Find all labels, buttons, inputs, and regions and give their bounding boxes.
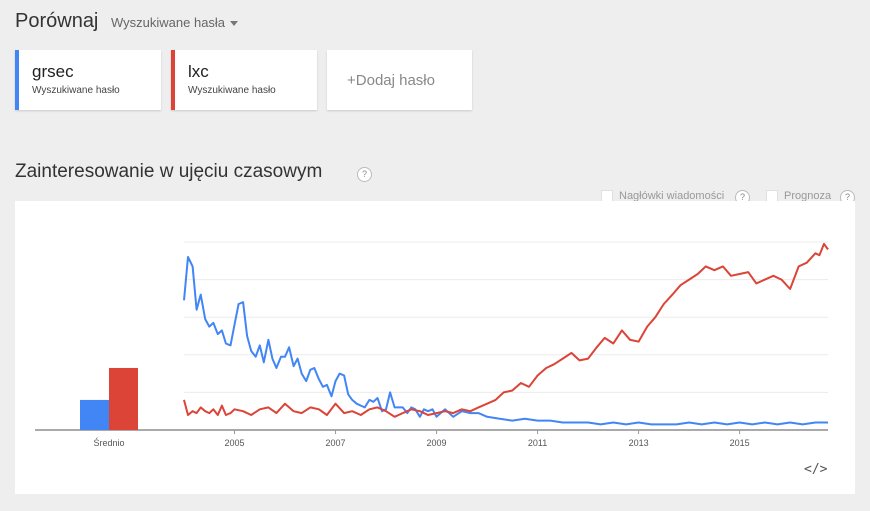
series-line-grsec bbox=[183, 256, 828, 426]
term-card-grsec[interactable]: grsec Wyszukiwane hasło bbox=[15, 50, 161, 110]
term-name[interactable]: grsec bbox=[32, 62, 74, 81]
plus-icon: + bbox=[347, 72, 356, 89]
headlines-option[interactable]: Nagłówki wiadomości bbox=[601, 190, 725, 203]
search-type-label: Wyszukiwane hasła bbox=[111, 15, 226, 30]
x-tick-label: 2009 bbox=[427, 438, 447, 448]
section-title: Zainteresowanie w ujęciu czasowym bbox=[15, 161, 323, 182]
x-tick-label: 2007 bbox=[326, 438, 346, 448]
average-label: Średnio bbox=[93, 437, 124, 448]
forecast-option[interactable]: Prognoza bbox=[766, 190, 832, 203]
caret-down-icon bbox=[230, 21, 239, 27]
term-color-bar bbox=[171, 50, 175, 110]
term-type: Wyszukiwane hasło bbox=[188, 85, 276, 96]
embed-code-icon[interactable]: </> bbox=[804, 462, 828, 477]
series-line-lxc bbox=[183, 242, 829, 418]
help-icon[interactable]: ? bbox=[357, 167, 372, 182]
search-type-dropdown[interactable]: Wyszukiwane hasła bbox=[111, 15, 239, 30]
x-tick-label: 2013 bbox=[629, 438, 649, 448]
x-tick-label: 2011 bbox=[528, 438, 547, 448]
x-tick-label: 2005 bbox=[224, 438, 244, 448]
term-color-bar bbox=[15, 50, 19, 110]
average-bar-lxc bbox=[109, 367, 138, 430]
add-term-label: +Dodaj hasło bbox=[347, 72, 435, 89]
term-card-lxc[interactable]: lxc Wyszukiwane hasło bbox=[171, 50, 317, 110]
chart-card bbox=[15, 201, 855, 494]
add-term-button[interactable]: +Dodaj hasło bbox=[327, 50, 472, 110]
page-title: Porównaj bbox=[15, 10, 99, 32]
x-tick-label: 2015 bbox=[730, 438, 750, 448]
term-type: Wyszukiwane hasło bbox=[32, 85, 120, 96]
term-name[interactable]: lxc bbox=[188, 62, 209, 81]
average-bar-grsec bbox=[80, 399, 109, 430]
forecast-label: Prognoza bbox=[784, 190, 832, 202]
headlines-label: Nagłówki wiadomości bbox=[619, 190, 725, 202]
